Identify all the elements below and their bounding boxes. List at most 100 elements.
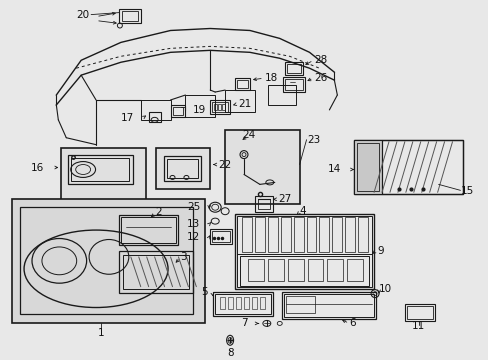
Bar — [122, 255, 189, 289]
Bar — [119, 251, 193, 293]
Bar — [237, 80, 247, 88]
Bar — [357, 217, 367, 252]
Text: 20: 20 — [76, 10, 89, 19]
Text: 13: 13 — [187, 219, 200, 229]
Text: 10: 10 — [378, 284, 391, 294]
Bar — [170, 105, 185, 117]
Bar — [240, 256, 368, 286]
Text: 27: 27 — [277, 194, 290, 204]
Bar — [406, 306, 432, 319]
Bar — [119, 215, 178, 245]
Bar — [148, 112, 160, 122]
Bar — [71, 158, 128, 181]
Bar — [235, 78, 249, 90]
Bar — [218, 104, 221, 110]
Bar — [267, 85, 295, 105]
Bar — [185, 95, 215, 117]
Bar — [172, 107, 183, 115]
Bar — [353, 140, 463, 194]
Bar — [163, 156, 201, 181]
Bar — [346, 259, 363, 281]
Text: 25: 25 — [187, 202, 200, 212]
Bar — [287, 259, 303, 281]
Bar — [247, 259, 264, 281]
Bar — [254, 196, 272, 212]
Bar — [210, 100, 230, 114]
Bar — [213, 292, 272, 316]
Bar — [282, 77, 304, 92]
Bar — [280, 217, 290, 252]
Text: 17: 17 — [120, 113, 134, 123]
Bar — [345, 217, 354, 252]
Text: 5: 5 — [201, 287, 208, 297]
Bar — [257, 199, 269, 209]
Text: 12: 12 — [187, 232, 200, 242]
Bar — [381, 140, 463, 194]
Bar — [267, 217, 277, 252]
Bar — [155, 148, 210, 189]
Text: 4: 4 — [299, 206, 305, 216]
Bar — [121, 217, 176, 243]
Bar — [222, 104, 224, 110]
Bar — [61, 148, 145, 207]
Bar — [212, 102, 227, 112]
Bar — [286, 64, 300, 73]
Bar — [122, 11, 138, 21]
Bar — [236, 297, 241, 309]
Bar — [166, 158, 198, 179]
Bar — [319, 217, 329, 252]
Bar — [327, 259, 343, 281]
Bar — [307, 259, 323, 281]
Bar — [141, 100, 170, 120]
Bar — [214, 104, 217, 110]
Bar — [119, 9, 141, 23]
Bar — [251, 297, 256, 309]
Bar — [12, 199, 205, 323]
Bar — [283, 294, 373, 318]
Bar — [244, 297, 248, 309]
Text: 7: 7 — [241, 318, 247, 328]
Text: 15: 15 — [460, 186, 473, 196]
Bar — [215, 294, 270, 315]
Bar — [242, 217, 251, 252]
Bar — [281, 292, 375, 319]
Text: 21: 21 — [238, 99, 251, 109]
Text: 11: 11 — [411, 321, 425, 332]
Bar — [356, 143, 378, 192]
Bar — [227, 297, 233, 309]
Bar — [224, 130, 299, 204]
Text: 3: 3 — [180, 252, 187, 262]
Text: 6: 6 — [348, 318, 355, 328]
Text: 1: 1 — [98, 328, 104, 338]
Text: 23: 23 — [307, 135, 320, 145]
Bar — [404, 303, 434, 321]
Text: 2: 2 — [155, 207, 162, 217]
Text: 16: 16 — [31, 162, 44, 172]
Bar — [220, 297, 224, 309]
Text: 18: 18 — [264, 73, 278, 83]
Bar — [20, 207, 193, 315]
Text: 28: 28 — [314, 55, 327, 65]
Bar — [353, 140, 381, 194]
Text: 8: 8 — [226, 348, 233, 358]
Bar — [237, 216, 371, 287]
Text: 9: 9 — [376, 246, 383, 256]
Bar — [224, 90, 254, 112]
Bar — [212, 231, 230, 242]
Bar — [68, 154, 133, 184]
Bar — [293, 217, 303, 252]
Bar — [284, 79, 302, 90]
Text: 19: 19 — [192, 105, 205, 115]
Bar — [285, 296, 315, 314]
Bar — [306, 217, 316, 252]
Bar — [267, 259, 283, 281]
Text: 24: 24 — [242, 130, 255, 140]
Text: 26: 26 — [314, 73, 327, 83]
Text: 22: 22 — [218, 159, 231, 170]
Bar — [332, 217, 342, 252]
Bar — [235, 214, 373, 289]
Bar — [284, 62, 302, 75]
Bar — [259, 297, 264, 309]
Text: 14: 14 — [327, 165, 341, 175]
Bar — [210, 229, 232, 244]
